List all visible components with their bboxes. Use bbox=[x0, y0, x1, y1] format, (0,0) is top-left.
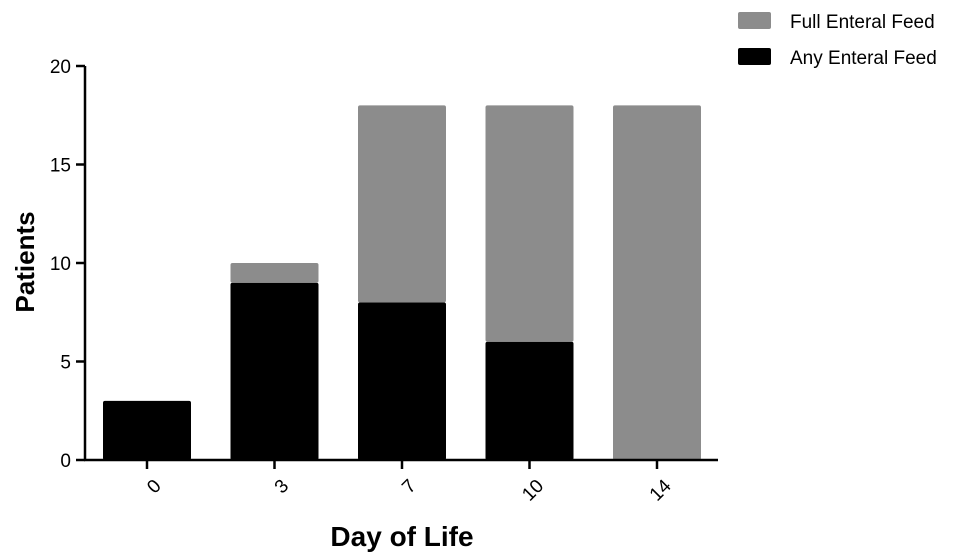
x-tick-label: 14 bbox=[646, 475, 676, 505]
x-axis: 0 3 7 10 14 bbox=[84, 458, 718, 506]
bars-group bbox=[103, 105, 701, 461]
y-tick-label: 0 bbox=[60, 451, 71, 472]
y-tick-label: 5 bbox=[60, 353, 71, 374]
bar-any-enteral-feed-day-7 bbox=[358, 302, 446, 460]
bar-full-enteral-feed-day-7 bbox=[358, 105, 446, 303]
x-tick-label: 3 bbox=[271, 476, 293, 498]
y-tick-label: 10 bbox=[50, 254, 71, 275]
y-axis-title: Patients bbox=[10, 211, 40, 312]
x-axis-title: Day of Life bbox=[330, 521, 473, 552]
y-axis: 0 5 10 15 20 bbox=[50, 57, 87, 472]
legend-label-any-enteral-feed: Any Enteral Feed bbox=[790, 48, 937, 69]
bar-full-enteral-feed-day-14 bbox=[613, 105, 701, 461]
bar-any-enteral-feed-day-3 bbox=[230, 282, 319, 460]
y-tick-label: 20 bbox=[50, 57, 71, 78]
y-tick-label: 15 bbox=[50, 156, 71, 177]
x-tick-label: 0 bbox=[143, 476, 165, 498]
bar-any-enteral-feed-day-10 bbox=[485, 341, 574, 460]
legend: Full Enteral Feed Any Enteral Feed bbox=[738, 12, 937, 69]
bar-full-enteral-feed-day-3 bbox=[230, 263, 319, 283]
bar-any-enteral-feed-day-0 bbox=[103, 400, 191, 460]
legend-swatch-full-enteral-feed bbox=[738, 12, 771, 29]
legend-swatch-any-enteral-feed bbox=[738, 48, 771, 65]
bar-full-enteral-feed-day-10 bbox=[485, 105, 574, 342]
x-tick-label: 7 bbox=[398, 476, 420, 498]
x-tick-label: 10 bbox=[518, 476, 548, 506]
legend-label-full-enteral-feed: Full Enteral Feed bbox=[790, 12, 935, 33]
